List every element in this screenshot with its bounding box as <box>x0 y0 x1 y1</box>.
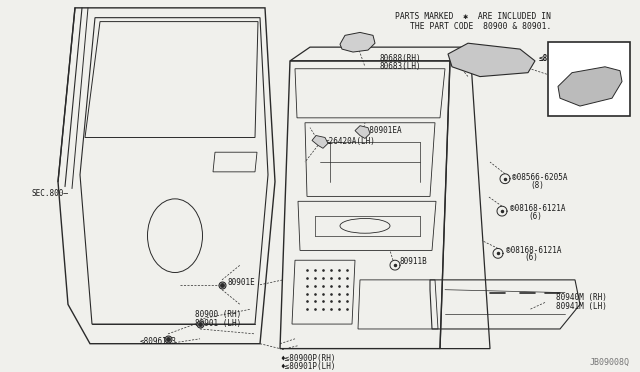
Text: SEC.800—: SEC.800— <box>31 189 68 198</box>
Text: ≤80960(RH): ≤80960(RH) <box>539 54 585 63</box>
Text: ®08168-6121A: ®08168-6121A <box>510 204 566 213</box>
Text: 80940M (RH): 80940M (RH) <box>556 293 607 302</box>
Text: 80683(LH): 80683(LH) <box>380 62 422 71</box>
Text: 80901E: 80901E <box>228 278 256 287</box>
Text: 80941M (LH): 80941M (LH) <box>556 302 607 311</box>
Text: ®08566-6205A: ®08566-6205A <box>512 173 568 182</box>
Text: (6): (6) <box>524 253 538 262</box>
Text: 80911B: 80911B <box>400 257 428 266</box>
Polygon shape <box>340 32 375 52</box>
Text: THE PART CODE  80900 & 80901.: THE PART CODE 80900 & 80901. <box>410 22 552 31</box>
Text: PARTS MARKED  ✱  ARE INCLUDED IN: PARTS MARKED ✱ ARE INCLUDED IN <box>395 12 551 21</box>
Text: (8): (8) <box>530 181 544 190</box>
Text: (6): (6) <box>528 212 542 221</box>
Text: JB09008Q: JB09008Q <box>590 359 630 368</box>
Polygon shape <box>448 43 535 77</box>
Polygon shape <box>355 126 370 138</box>
Text: 80901 (LH): 80901 (LH) <box>195 319 241 328</box>
Text: 80900 (RH): 80900 (RH) <box>195 310 241 319</box>
Polygon shape <box>558 67 622 106</box>
Text: ♦ 80901EA: ♦ 80901EA <box>360 126 402 135</box>
Text: ♦≤80900P(RH): ♦≤80900P(RH) <box>280 353 335 363</box>
FancyBboxPatch shape <box>548 42 630 116</box>
Text: ®08168-6121A: ®08168-6121A <box>506 246 561 254</box>
Text: 80688(RH): 80688(RH) <box>380 54 422 63</box>
Text: ♦≤80901P(LH): ♦≤80901P(LH) <box>280 362 335 371</box>
Text: ≤26420A(LH): ≤26420A(LH) <box>325 138 376 147</box>
Polygon shape <box>312 135 328 148</box>
Text: ≤80961(LH): ≤80961(LH) <box>552 42 598 51</box>
Text: ≤80961E3: ≤80961E3 <box>140 337 177 346</box>
